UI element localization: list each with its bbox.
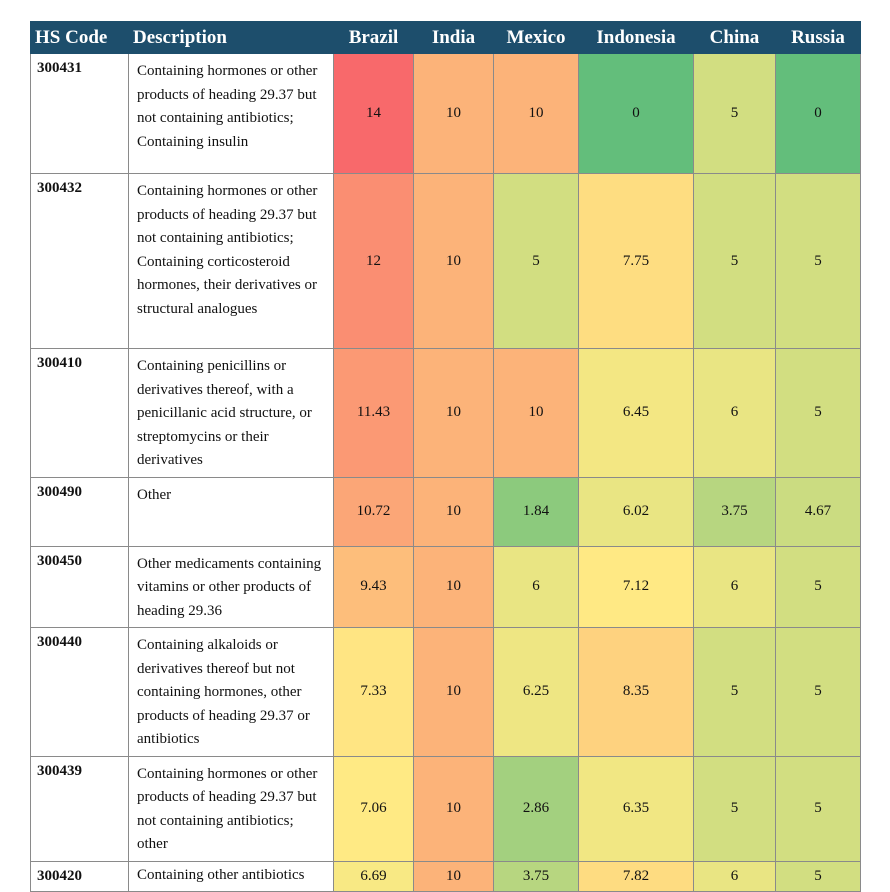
description: Other medicaments containing vitamins or… [128,545,334,628]
column-header: Indonesia [578,21,694,54]
tariff-cell: 3.75 [493,860,579,892]
description: Containing other antibiotics [128,860,334,892]
column-header: HS Code [30,21,129,54]
tariff-cell: 6 [693,545,776,628]
table-row: 300410 Containing penicillins or derivati… [30,348,861,478]
table-body: 300431 Containing hormones or other produ… [30,53,861,892]
description: Containing hormones or other products of… [128,755,334,862]
tariff-cell: 5 [693,755,776,862]
tariff-cell: 8.35 [578,627,694,757]
table-row: 300439 Containing hormones or other produ… [30,755,861,862]
tariff-cell: 3.75 [693,476,776,547]
tariff-table: HS Code Description Brazil India Mexico Indon… [30,21,861,892]
tariff-cell: 5 [775,545,861,628]
tariff-cell: 7.33 [333,627,414,757]
tariff-cell: 6.35 [578,755,694,862]
column-header: China [693,21,776,54]
tariff-cell: 10 [413,545,494,628]
hs-code: 300439 [30,755,129,862]
tariff-cell: 5 [775,348,861,478]
tariff-cell: 5 [693,173,776,349]
description: Containing alkaloids or derivatives ther… [128,627,334,757]
header-row: HS Code Description Brazil India Mexico Indon… [30,21,861,54]
tariff-cell: 10.72 [333,476,414,547]
tariff-cell: 10 [413,755,494,862]
hs-code: 300431 [30,53,129,174]
tariff-cell: 6.25 [493,627,579,757]
column-header: Description [128,21,334,54]
tariff-cell: 6.02 [578,476,694,547]
tariff-cell: 5 [775,173,861,349]
tariff-cell: 10 [493,348,579,478]
tariff-cell: 12 [333,173,414,349]
tariff-cell: 6.45 [578,348,694,478]
tariff-cell: 10 [413,53,494,174]
column-header: Mexico [493,21,579,54]
table-row: 300440 Containing alkaloids or derivative… [30,627,861,757]
table-row: 300432 Containing hormones or other produ… [30,173,861,349]
hs-code: 300440 [30,627,129,757]
tariff-cell: 5 [693,53,776,174]
table-row: 300450 Other medicaments containing vitam… [30,545,861,628]
tariff-cell: 0 [578,53,694,174]
hs-code: 300450 [30,545,129,628]
column-header: Brazil [333,21,414,54]
table-row: 300431 Containing hormones or other produ… [30,53,861,174]
tariff-cell: 7.82 [578,860,694,892]
tariff-cell: 5 [775,860,861,892]
tariff-cell: 0 [775,53,861,174]
column-header: Russia [775,21,861,54]
tariff-cell: 6 [693,348,776,478]
description: Other [128,476,334,547]
tariff-cell: 10 [493,53,579,174]
tariff-cell: 10 [413,173,494,349]
hs-code: 300410 [30,348,129,478]
tariff-cell: 5 [693,627,776,757]
tariff-cell: 10 [413,476,494,547]
table-row: 300490 Other 10.72 10 1.84 6.02 3.75 4.67 [30,476,861,547]
tariff-cell: 11.43 [333,348,414,478]
tariff-cell: 10 [413,627,494,757]
tariff-cell: 7.75 [578,173,694,349]
column-header: India [413,21,494,54]
tariff-cell: 5 [493,173,579,349]
tariff-cell: 7.06 [333,755,414,862]
tariff-cell: 10 [413,860,494,892]
description: Containing penicillins or derivatives th… [128,348,334,478]
description: Containing hormones or other products of… [128,173,334,349]
tariff-cell: 5 [775,627,861,757]
tariff-cell: 14 [333,53,414,174]
tariff-cell: 10 [413,348,494,478]
tariff-cell: 2.86 [493,755,579,862]
tariff-cell: 9.43 [333,545,414,628]
tariff-cell: 1.84 [493,476,579,547]
tariff-cell: 6.69 [333,860,414,892]
description: Containing hormones or other products of… [128,53,334,174]
tariff-cell: 7.12 [578,545,694,628]
tariff-cell: 6 [693,860,776,892]
tariff-cell: 4.67 [775,476,861,547]
tariff-cell: 6 [493,545,579,628]
table-row: 300420 Containing other antibiotics 6.69 10… [30,860,861,892]
tariff-cell: 5 [775,755,861,862]
hs-code: 300420 [30,860,129,892]
hs-code: 300432 [30,173,129,349]
hs-code: 300490 [30,476,129,547]
